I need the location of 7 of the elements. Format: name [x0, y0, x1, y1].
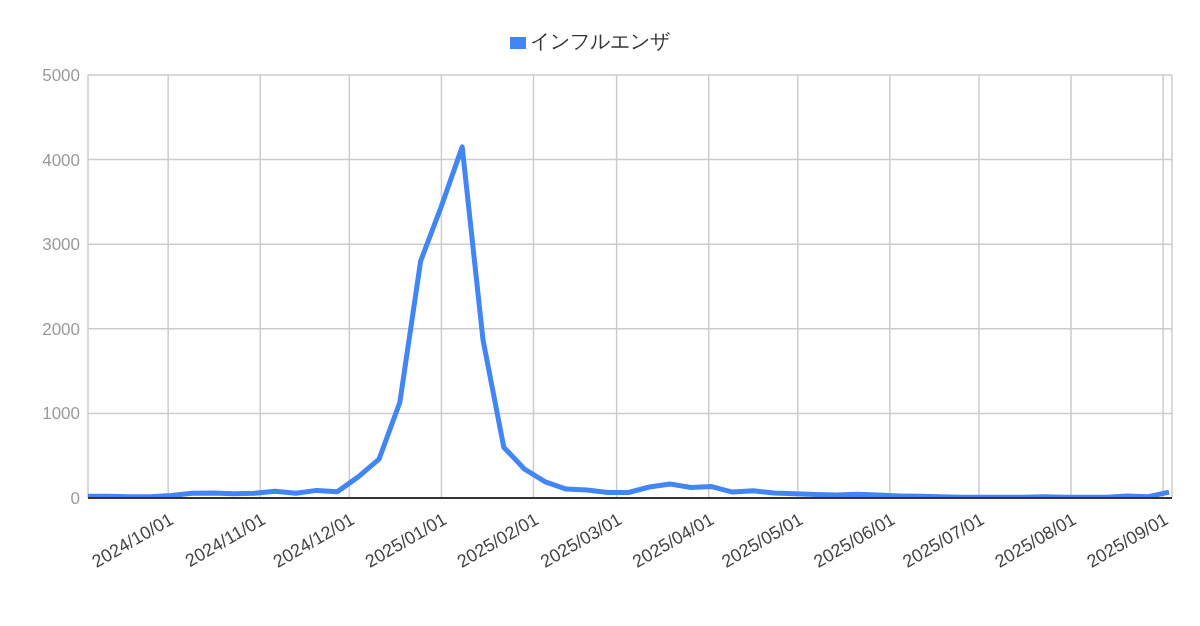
legend-label: インフルエンザ — [530, 30, 670, 52]
y-tick-label: 0 — [70, 489, 80, 509]
y-tick-label: 4000 — [42, 150, 80, 170]
y-tick-label: 5000 — [42, 66, 80, 86]
y-tick-label: 2000 — [42, 319, 80, 339]
y-tick-label: 1000 — [42, 404, 80, 424]
y-tick-label: 3000 — [42, 235, 80, 255]
